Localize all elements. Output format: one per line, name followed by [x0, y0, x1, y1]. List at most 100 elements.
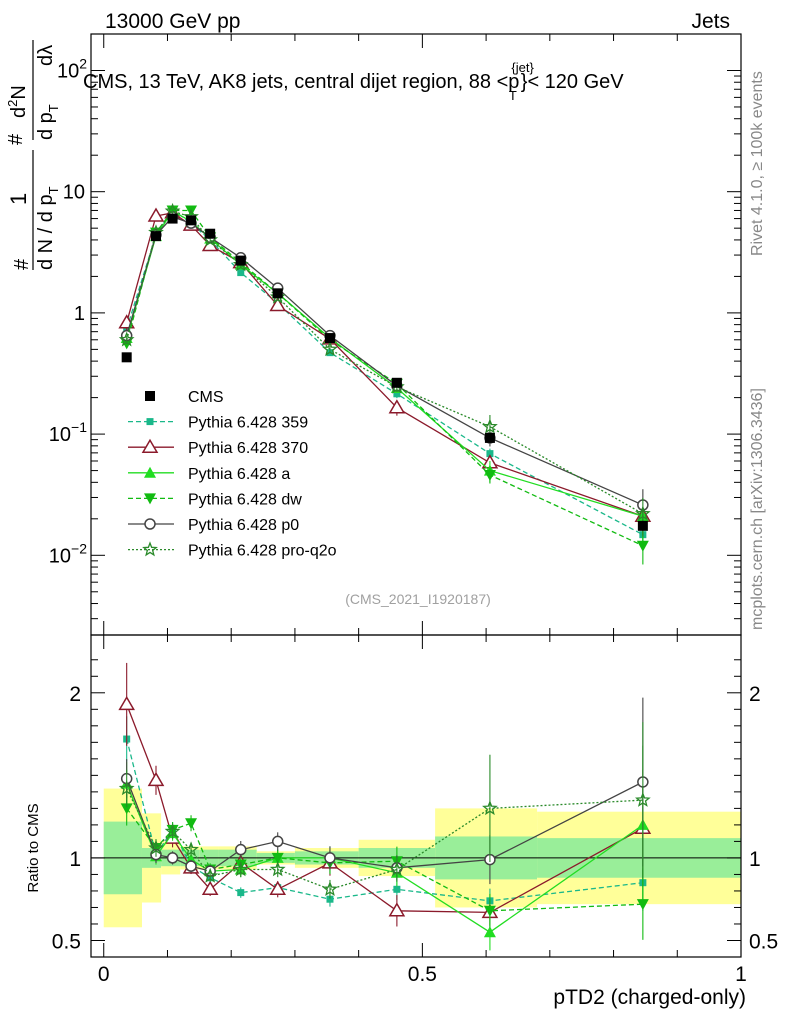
- y-tick-label: 1: [74, 303, 85, 325]
- series-3-ratio-point: [271, 852, 284, 864]
- y-tick-label: 10−2: [49, 540, 87, 567]
- cms-data-point: [484, 432, 495, 443]
- ratio-tick-label-right: 1: [749, 848, 761, 871]
- chart-title-sub: T: [509, 88, 517, 103]
- series-1-ratio-point: [147, 771, 165, 787]
- series-3-ratio-point: [120, 803, 133, 815]
- y-label-numerator: d2N: [5, 85, 30, 118]
- ratio-tick-label: 1: [69, 848, 81, 871]
- cms-data-point: [121, 352, 132, 363]
- series-5-ratio-point: [164, 823, 181, 839]
- cms-data-point: [637, 520, 648, 531]
- series-5-point: [482, 418, 498, 434]
- series-5-ratio-point: [232, 861, 249, 877]
- series-5-ratio-line: [126, 788, 643, 890]
- cms-data-point: [235, 255, 246, 266]
- legend-marker: [144, 466, 156, 478]
- series-4-line: [126, 216, 644, 506]
- y-label-den-sub: T: [46, 186, 61, 194]
- series-5-line: [126, 210, 644, 515]
- series-1-point: [269, 297, 287, 312]
- y-tick-label-exp: 2: [79, 55, 87, 71]
- y-label-dl: dλ: [35, 45, 57, 66]
- y-axis-label: # 1 d N / d pT # d2N d pT dλ: [5, 40, 61, 270]
- ratio-tick-label-right: 2: [749, 683, 761, 706]
- legend-entry-2: Pythia 6.428 a: [128, 466, 290, 483]
- y-tick-label-base: 10: [57, 60, 79, 82]
- cms-data-point: [186, 215, 197, 226]
- ratio-tick-label-right: 0.5: [749, 930, 778, 953]
- legend-marker: [144, 518, 156, 530]
- legend-label: Pythia 6.428 p0: [188, 517, 299, 534]
- series-4-ratio-point: [166, 852, 179, 864]
- series-1-point: [147, 207, 165, 222]
- series-4-ratio-point: [185, 860, 197, 872]
- series-5-ratio-point: [269, 861, 286, 877]
- y-tick-label-base: 10: [49, 424, 71, 446]
- series-5-ratio-point: [388, 861, 405, 877]
- series-4-ratio-point: [235, 843, 247, 856]
- y-label-n: N: [8, 85, 30, 99]
- chart-title: CMS, 13 TeV, AK8 jets, central dijet reg…: [83, 60, 624, 103]
- series-4-ratio-point: [324, 852, 336, 864]
- series-4-ratio-point: [271, 835, 284, 848]
- legend-cms-marker: [145, 391, 155, 401]
- x-tick-label: 0: [98, 963, 110, 986]
- y-label-den-text: d N / d p: [35, 194, 57, 270]
- cms-data-point: [272, 288, 283, 299]
- y-label-d: d: [8, 107, 30, 118]
- x-axis-label: pTD2 (charged-only): [553, 986, 746, 1009]
- series-2-ratio-point: [483, 926, 496, 938]
- cms-data-point: [151, 231, 161, 242]
- ratio-panel-frame: [90, 634, 742, 958]
- cms-data-point: [167, 213, 178, 224]
- series-1-ratio-point: [388, 902, 406, 917]
- series-5-ratio-point: [183, 841, 199, 857]
- series-0-point: [486, 450, 494, 458]
- series-0-point: [237, 269, 245, 277]
- y-tick-label-exp: −2: [71, 540, 87, 556]
- chart-title-main: CMS, 13 TeV, AK8 jets, central dijet reg…: [83, 71, 519, 93]
- series-0-point: [393, 390, 401, 398]
- ratio-y-label: Ratio to CMS: [25, 803, 42, 892]
- legend-entry-3: Pythia 6.428 dw: [128, 491, 302, 508]
- chart-title-sup: {jet}: [511, 60, 534, 75]
- series-3-point: [636, 540, 649, 552]
- y-tick-label: 10: [63, 182, 85, 204]
- series-3-ratio-point: [483, 905, 496, 917]
- legend-entry-0: Pythia 6.428 359: [128, 415, 308, 432]
- legend-entry-4: Pythia 6.428 p0: [128, 517, 299, 534]
- series-0-ratio-point: [393, 885, 401, 893]
- series-5-ratio-point: [118, 780, 135, 796]
- y-tick-label: 10−1: [49, 419, 87, 446]
- series-1-ratio-point: [201, 880, 219, 896]
- series-5-ratio-point: [148, 839, 164, 855]
- legend-marker: [144, 493, 156, 505]
- legend-entry-cms: CMS: [145, 389, 224, 406]
- series-0-ratio-point: [326, 895, 334, 903]
- series-1-ratio-point: [118, 695, 135, 711]
- y-label-hash2: #: [5, 133, 27, 145]
- y-tick-label-exp: −1: [71, 419, 87, 435]
- y-label-dp: d pT: [35, 104, 61, 140]
- y-label-hash1: #: [11, 258, 33, 270]
- side-label-mcplots: mcplots.cern.ch [arXiv:1306.3436]: [749, 388, 766, 630]
- series-0-ratio-point: [237, 889, 245, 897]
- chart-title-tail: }< 120 GeV: [521, 71, 625, 93]
- series-5-ratio-point: [482, 800, 498, 816]
- legend-entry-1: Pythia 6.428 370: [128, 438, 308, 457]
- legend: CMS Pythia 6.428 359 Pythia 6.428 370 Pythi…: [128, 389, 337, 560]
- legend-marker: [146, 418, 154, 426]
- x-tick-label: 0.5: [408, 963, 437, 986]
- legend-marker: [142, 541, 158, 557]
- ratio-tick-label: 2: [69, 683, 81, 706]
- series-3-point: [483, 469, 496, 481]
- legend-entry-5: Pythia 6.428 pro-q2o: [128, 541, 337, 560]
- y-label-one: 1: [6, 193, 31, 205]
- series-3-ratio-point: [185, 818, 198, 830]
- series-5-point: [118, 331, 135, 347]
- legend-marker: [141, 438, 159, 453]
- y-label-dp-text: d p: [35, 112, 57, 140]
- watermark: (CMS_2021_I1920187): [345, 591, 491, 607]
- series-5-point: [322, 341, 338, 357]
